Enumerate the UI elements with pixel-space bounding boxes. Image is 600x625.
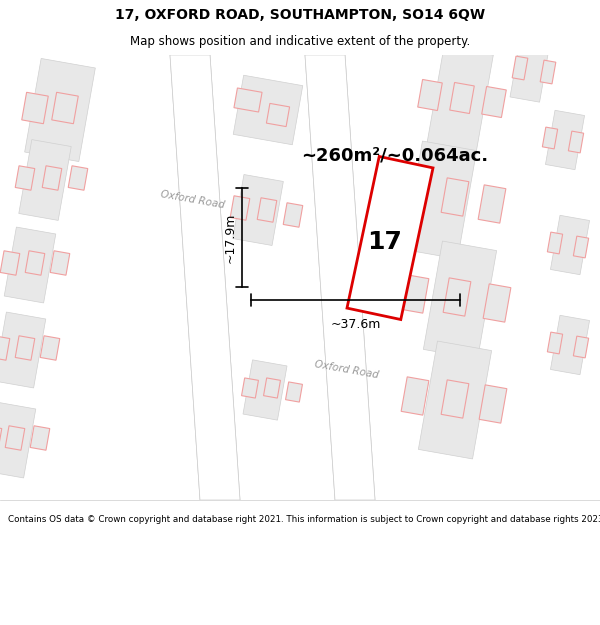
Polygon shape <box>305 55 375 500</box>
Text: Oxford Road: Oxford Road <box>160 189 226 211</box>
Polygon shape <box>547 232 563 254</box>
Text: Contains OS data © Crown copyright and database right 2021. This information is : Contains OS data © Crown copyright and d… <box>8 515 600 524</box>
Text: ~17.9m: ~17.9m <box>224 213 237 262</box>
Polygon shape <box>25 251 45 275</box>
Polygon shape <box>25 59 95 161</box>
Polygon shape <box>0 402 36 478</box>
Polygon shape <box>427 46 493 154</box>
Polygon shape <box>242 378 259 398</box>
Polygon shape <box>40 336 60 360</box>
Polygon shape <box>233 174 283 246</box>
Polygon shape <box>540 60 556 84</box>
Polygon shape <box>401 175 429 213</box>
Text: 17: 17 <box>368 230 403 254</box>
Polygon shape <box>441 178 469 216</box>
Polygon shape <box>450 82 474 114</box>
Polygon shape <box>483 284 511 322</box>
Polygon shape <box>233 75 303 145</box>
Polygon shape <box>0 426 2 450</box>
Polygon shape <box>403 141 476 259</box>
Polygon shape <box>542 127 557 149</box>
Polygon shape <box>230 196 250 220</box>
Polygon shape <box>574 336 589 358</box>
Polygon shape <box>401 377 429 415</box>
Polygon shape <box>283 202 303 228</box>
Polygon shape <box>5 426 25 450</box>
Polygon shape <box>286 382 302 402</box>
Text: ~260m²/~0.064ac.: ~260m²/~0.064ac. <box>301 146 488 164</box>
Polygon shape <box>170 55 240 500</box>
Polygon shape <box>15 336 35 360</box>
Polygon shape <box>574 236 589 258</box>
Polygon shape <box>305 55 375 500</box>
Polygon shape <box>266 103 290 127</box>
Polygon shape <box>243 360 287 420</box>
Polygon shape <box>347 156 433 319</box>
Polygon shape <box>0 336 10 360</box>
Polygon shape <box>547 332 563 354</box>
Polygon shape <box>479 385 507 423</box>
Polygon shape <box>550 216 590 274</box>
Polygon shape <box>512 56 528 80</box>
Polygon shape <box>418 79 442 111</box>
Polygon shape <box>443 278 471 316</box>
Text: 17, OXFORD ROAD, SOUTHAMPTON, SO14 6QW: 17, OXFORD ROAD, SOUTHAMPTON, SO14 6QW <box>115 8 485 22</box>
Polygon shape <box>424 241 497 359</box>
Text: ~37.6m: ~37.6m <box>331 318 380 331</box>
Polygon shape <box>50 251 70 275</box>
Polygon shape <box>263 378 280 398</box>
Polygon shape <box>550 316 590 374</box>
Polygon shape <box>19 139 71 221</box>
Text: Map shows position and indicative extent of the property.: Map shows position and indicative extent… <box>130 35 470 48</box>
Polygon shape <box>234 88 262 112</box>
Polygon shape <box>401 275 429 313</box>
Polygon shape <box>15 166 35 190</box>
Text: Oxford Road: Oxford Road <box>314 359 380 381</box>
Polygon shape <box>52 92 78 124</box>
Polygon shape <box>545 111 584 169</box>
Polygon shape <box>0 312 46 388</box>
Polygon shape <box>418 341 491 459</box>
Polygon shape <box>257 198 277 222</box>
Polygon shape <box>0 251 20 275</box>
Polygon shape <box>170 55 240 500</box>
Polygon shape <box>68 166 88 190</box>
Polygon shape <box>30 426 50 450</box>
Polygon shape <box>482 86 506 118</box>
Polygon shape <box>568 131 584 153</box>
Polygon shape <box>478 185 506 223</box>
Polygon shape <box>22 92 48 124</box>
Polygon shape <box>510 38 550 102</box>
Polygon shape <box>4 227 56 303</box>
Polygon shape <box>42 166 62 190</box>
Polygon shape <box>441 380 469 418</box>
